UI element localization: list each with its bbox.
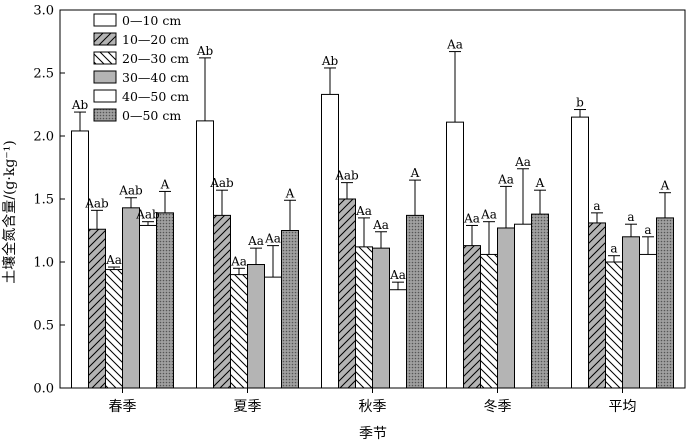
- legend-swatch: [93, 13, 117, 27]
- y-axis-title: 土壤全氮含量/(g·kg⁻¹): [1, 140, 18, 284]
- bar: [372, 247, 390, 389]
- legend: 0—10 cm 10—20 cm 20—30 cm 30—40 cm 40—50 cm 0…: [93, 13, 189, 123]
- legend-label: 10—20 cm: [122, 32, 189, 47]
- error-bars: [74, 51, 671, 290]
- legend-swatch: [93, 51, 117, 65]
- legend-label: 30—40 cm: [122, 70, 189, 85]
- legend-label: 0—10 cm: [122, 13, 181, 28]
- bar: [605, 261, 623, 389]
- significance-label: Aa: [230, 254, 247, 268]
- bar: [196, 120, 214, 389]
- bar: [463, 245, 481, 389]
- legend-label: 40—50 cm: [122, 89, 189, 104]
- significance-label: Aa: [355, 204, 372, 218]
- bar: [480, 253, 498, 389]
- y-tick-label: 1.0: [33, 256, 54, 271]
- x-tick-label: 春季: [109, 399, 137, 415]
- significance-label: Aab: [118, 184, 143, 198]
- y-tick-label: 0.0: [33, 382, 54, 397]
- x-tick-label: 冬季: [484, 399, 512, 415]
- legend-label: 20—30 cm: [122, 51, 189, 66]
- significance-label: a: [627, 210, 634, 224]
- y-tick-label: 3.0: [33, 4, 54, 19]
- legend-swatch: [93, 108, 117, 122]
- bar: [406, 214, 424, 389]
- significance-label: Ab: [71, 98, 89, 112]
- significance-label: a: [593, 199, 600, 213]
- y-axis: 0.0 0.5 1.0 1.5 2.0 2.5 3.0: [33, 4, 65, 397]
- x-tick-label: 秋季: [359, 399, 387, 415]
- bar: [497, 227, 515, 389]
- bar: [321, 93, 339, 389]
- bar: [139, 224, 157, 389]
- significance-label: A: [535, 176, 545, 190]
- significance-label: A: [660, 179, 670, 193]
- bar: [531, 213, 549, 389]
- significance-label: Aa: [446, 38, 463, 52]
- legend-swatch: [93, 89, 117, 103]
- significance-label: Ab: [196, 44, 214, 58]
- significance-label: Aab: [334, 169, 359, 183]
- y-tick-label: 0.5: [33, 319, 54, 334]
- x-tick-label: 平均: [609, 399, 637, 415]
- bar: [622, 236, 640, 389]
- bar: [389, 289, 407, 389]
- significance-label: A: [410, 166, 420, 180]
- bar: [639, 253, 657, 389]
- significance-label: Ab: [321, 54, 339, 68]
- bar: [588, 222, 606, 389]
- significance-label: Aa: [463, 211, 480, 225]
- bar: [230, 274, 248, 389]
- bar: [88, 228, 106, 389]
- bar: [122, 207, 140, 389]
- significance-label: Aab: [84, 196, 109, 210]
- x-tick-label: 夏季: [234, 399, 262, 415]
- x-axis: 春季 夏季 秋季 冬季 平均: [109, 388, 637, 415]
- significance-label: Aa: [247, 234, 264, 248]
- legend-swatch: [93, 32, 117, 46]
- significance-label: Aa: [264, 232, 281, 246]
- significance-label: a: [644, 223, 651, 237]
- bar: [156, 212, 174, 389]
- significance-label: A: [285, 186, 295, 200]
- significance-label: Aa: [480, 208, 497, 222]
- significance-label: A: [160, 177, 170, 191]
- significance-label: Aa: [389, 268, 406, 282]
- bar: [656, 217, 674, 389]
- significance-label: Aa: [105, 253, 122, 267]
- significance-label: Aa: [497, 172, 514, 186]
- significance-label: Aab: [209, 176, 234, 190]
- bar: [355, 246, 373, 389]
- significance-label: b: [576, 96, 584, 110]
- bar: [247, 264, 265, 389]
- bar: [281, 230, 299, 389]
- y-tick-label: 1.5: [33, 193, 54, 208]
- significance-label: Aab: [135, 208, 160, 222]
- significance-label: Aa: [514, 155, 531, 169]
- bar: [264, 276, 282, 389]
- significance-label: Aa: [372, 218, 389, 232]
- legend-swatch: [93, 70, 117, 84]
- y-tick-label: 2.0: [33, 130, 54, 145]
- bar: [571, 116, 589, 389]
- bar: [338, 198, 356, 389]
- bar: [213, 214, 231, 389]
- significance-label: a: [610, 242, 617, 256]
- y-tick-label: 2.5: [33, 67, 54, 82]
- bar: [446, 121, 464, 389]
- bar: [514, 223, 532, 389]
- bar: [71, 130, 89, 389]
- legend-label: 0—50 cm: [122, 108, 181, 123]
- bar: [105, 269, 123, 389]
- bars: [71, 93, 674, 389]
- x-axis-title: 季节: [359, 426, 387, 442]
